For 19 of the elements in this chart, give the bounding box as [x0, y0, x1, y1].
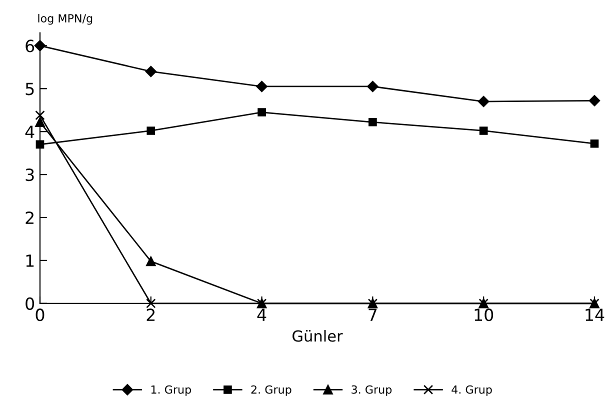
y-tick-label: 0: [26, 297, 34, 310]
legend-label: 3. Grup: [352, 385, 392, 396]
x-axis-title: Günler: [292, 330, 343, 342]
legend-label: 2. Grup: [251, 385, 292, 396]
y-tick-label: 2: [26, 211, 34, 224]
x-tick-label: 14: [586, 308, 604, 321]
y-axis-title: log MPN/g: [38, 14, 92, 25]
y-tick-label: 1: [26, 254, 34, 267]
x-tick-label: 4: [257, 308, 266, 321]
x-tick-label: 2: [146, 308, 155, 321]
legend-label: 4. Grup: [452, 385, 492, 396]
legend-label: 1. Grup: [151, 385, 191, 396]
y-tick-label: 4: [25, 126, 34, 138]
x-tick-label: 10: [474, 308, 494, 322]
y-tick-label: 5: [26, 82, 34, 96]
y-tick-label: 3: [26, 168, 34, 182]
x-tick-label: 7: [368, 308, 377, 321]
x-tick-label: 0: [36, 308, 44, 322]
y-tick-label: 6: [26, 40, 34, 52]
